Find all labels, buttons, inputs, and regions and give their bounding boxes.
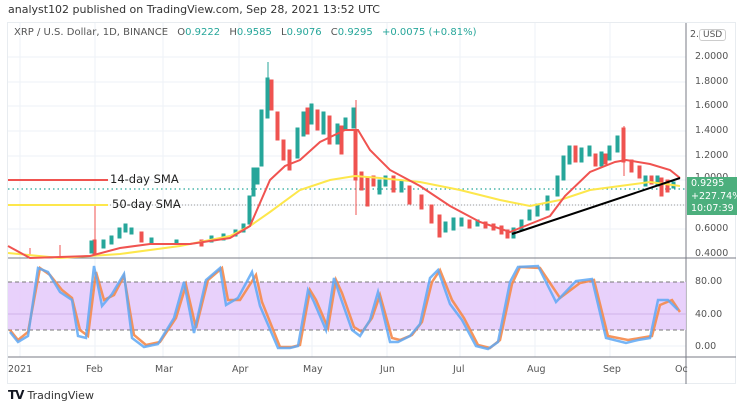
price-tick-partial: 2. bbox=[690, 29, 700, 40]
stoch-tick: 0.00 bbox=[695, 341, 717, 352]
time-tick: Aug bbox=[527, 364, 546, 375]
close-label: C bbox=[330, 27, 338, 38]
published-line: analyst102 published on TradingView.com,… bbox=[8, 3, 380, 16]
stoch-k-line bbox=[9, 264, 679, 351]
price-tick: 0.4000 bbox=[695, 248, 729, 259]
time-tick: Oc bbox=[675, 364, 688, 375]
price-tick: 0.6000 bbox=[695, 223, 729, 234]
time-tick: May bbox=[303, 364, 323, 375]
time-tick: Jun bbox=[380, 364, 395, 375]
sma14-line bbox=[7, 129, 681, 260]
currency-button[interactable]: USD bbox=[699, 29, 727, 41]
close-value: 0.9295 bbox=[337, 27, 373, 38]
time-tick: 2021 bbox=[8, 364, 33, 375]
time-tick: Mar bbox=[155, 364, 173, 375]
high-label: H bbox=[229, 27, 237, 38]
tradingview-logo-text: TradingView bbox=[27, 388, 94, 402]
price-tick: 1.4000 bbox=[695, 125, 729, 136]
tradingview-logo[interactable]: TV TradingView bbox=[8, 388, 94, 402]
trendline bbox=[511, 177, 681, 235]
price-tick: 1.6000 bbox=[695, 100, 729, 111]
sma50-line bbox=[7, 174, 681, 260]
sma50-label: 50-day SMA bbox=[112, 197, 181, 211]
change-percent: +227.74% bbox=[691, 190, 742, 202]
candles bbox=[29, 62, 676, 256]
change-value: +0.0075 (+0.81%) bbox=[381, 27, 477, 38]
price-tick: 2.0000 bbox=[695, 51, 729, 62]
open-label: O bbox=[177, 27, 186, 38]
low-label: L bbox=[281, 27, 287, 38]
symbol-name: XRP / U.S. Dollar, 1D, BINANCE bbox=[14, 27, 169, 38]
symbol-legend[interactable]: XRP / U.S. Dollar, 1D, BINANCE O0.9222 H… bbox=[14, 27, 476, 38]
bar-countdown: 10:07:39 bbox=[691, 203, 734, 214]
time-tick: Apr bbox=[232, 364, 249, 375]
low-value: 0.9076 bbox=[286, 27, 322, 38]
last-price: 0.9295 bbox=[691, 178, 725, 189]
price-tick: 1.2000 bbox=[695, 150, 729, 161]
tradingview-logo-icon: TV bbox=[8, 388, 25, 402]
open-value: 0.9222 bbox=[185, 27, 221, 38]
stoch-tick: 80.00 bbox=[695, 276, 723, 287]
time-tick: Sep bbox=[603, 364, 621, 375]
time-tick: Jul bbox=[453, 364, 465, 375]
high-value: 0.9585 bbox=[236, 27, 272, 38]
price-tick: 1.8000 bbox=[695, 76, 729, 87]
stoch-tick: 40.00 bbox=[695, 309, 723, 320]
sma14-label: 14-day SMA bbox=[110, 172, 179, 186]
last-price-tag: 0.9295 +227.74% 10:07:39 bbox=[687, 177, 742, 215]
time-tick: Feb bbox=[86, 364, 103, 375]
